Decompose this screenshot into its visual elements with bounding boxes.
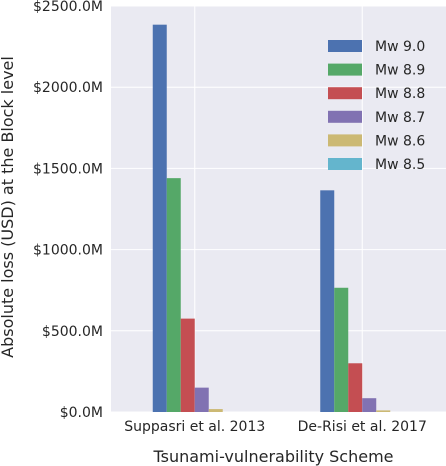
y-axis-ticks: $0.0M $500.0M $1000.0M $1500.0M $2000.0M $250… <box>33 0 103 421</box>
x-axis-label: Tsunami-vulnerability Scheme <box>152 447 393 466</box>
bar <box>152 24 167 413</box>
legend-label: Mw 8.6 <box>375 133 425 149</box>
y-axis-label: Absolute loss (USD) at the Block level <box>0 56 17 358</box>
bar <box>194 387 209 412</box>
legend-swatch <box>328 110 362 123</box>
bar <box>320 190 335 412</box>
x-tick-label: Suppasri et al. 2013 <box>124 419 265 435</box>
legend-swatch <box>328 134 362 147</box>
y-tick-label: $0.0M <box>60 405 103 421</box>
y-tick-label: $500.0M <box>42 324 103 340</box>
legend-label: Mw 9.0 <box>375 39 425 55</box>
bars <box>152 24 391 413</box>
bar <box>180 318 195 412</box>
legend-swatch <box>328 40 362 52</box>
y-tick-label: $2000.0M <box>33 80 103 96</box>
bar <box>166 178 181 412</box>
y-tick-label: $1000.0M <box>33 243 103 259</box>
legend-swatch <box>328 63 362 76</box>
bar <box>362 398 377 412</box>
legend-swatch <box>328 158 362 170</box>
legend-label: Mw 8.9 <box>375 63 425 79</box>
legend-label: Mw 8.7 <box>375 110 425 126</box>
y-tick-label: $2500.0M <box>33 0 103 15</box>
x-axis-ticks: Suppasri et al. 2013 De-Risi et al. 2017 <box>124 419 427 435</box>
legend: Mw 9.0 Mw 8.9 Mw 8.8 Mw 8.7 Mw 8.6 Mw 8.5 <box>328 39 425 173</box>
legend-label: Mw 8.5 <box>375 157 425 173</box>
y-tick-label: $1500.0M <box>33 161 103 177</box>
bar <box>376 410 391 412</box>
bar <box>208 409 223 412</box>
x-tick-label: De-Risi et al. 2017 <box>298 419 427 435</box>
legend-label: Mw 8.8 <box>375 86 425 102</box>
legend-swatch <box>328 87 362 100</box>
bar <box>334 287 349 412</box>
bar <box>348 363 363 412</box>
